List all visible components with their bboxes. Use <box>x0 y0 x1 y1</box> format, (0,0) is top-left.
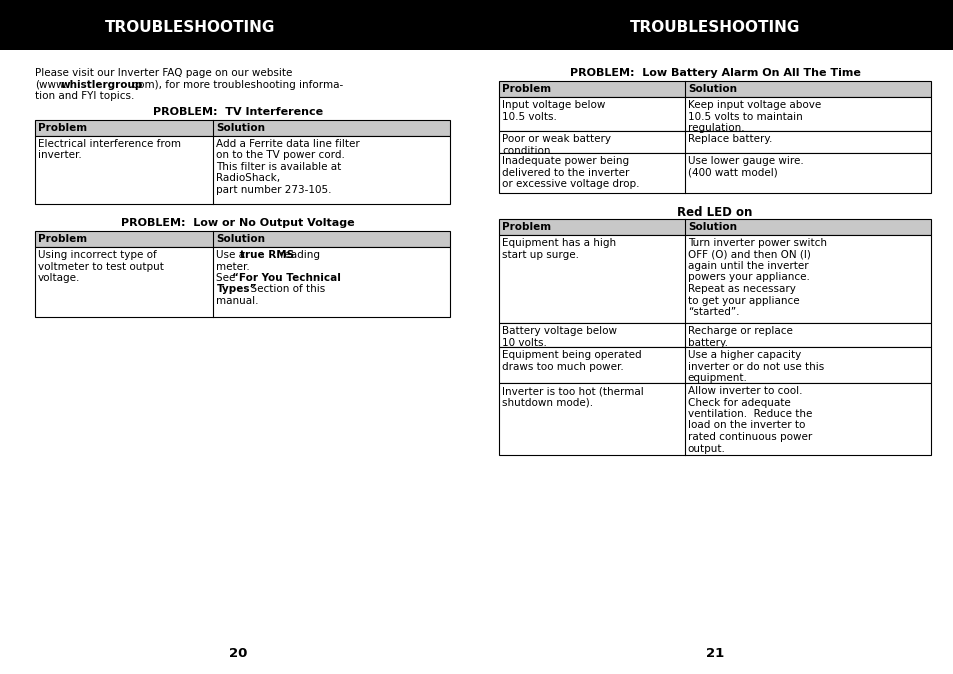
Text: 10 volts.: 10 volts. <box>501 338 546 348</box>
Text: Problem: Problem <box>38 234 87 244</box>
Text: whistlergroup: whistlergroup <box>61 80 143 90</box>
Text: TROUBLESHOOTING: TROUBLESHOOTING <box>629 20 800 35</box>
Text: Problem: Problem <box>501 84 551 94</box>
Bar <box>498 131 930 153</box>
Text: delivered to the inverter: delivered to the inverter <box>501 168 629 177</box>
Text: This filter is available at: This filter is available at <box>216 162 341 172</box>
Text: or excessive voltage drop.: or excessive voltage drop. <box>501 179 639 189</box>
Text: See: See <box>216 273 239 283</box>
Text: inverter.: inverter. <box>38 150 82 160</box>
Text: Inverter is too hot (thermal: Inverter is too hot (thermal <box>501 386 643 396</box>
Bar <box>35 247 450 317</box>
Text: Problem: Problem <box>501 222 551 232</box>
Text: PROBLEM:  TV Interference: PROBLEM: TV Interference <box>152 107 323 117</box>
Text: Poor or weak battery: Poor or weak battery <box>501 134 610 144</box>
Text: output.: output. <box>687 443 725 454</box>
Bar <box>498 97 930 131</box>
Text: inverter or do not use this: inverter or do not use this <box>687 361 823 371</box>
Text: Input voltage below: Input voltage below <box>501 100 605 110</box>
Bar <box>498 219 930 235</box>
Text: Use a higher capacity: Use a higher capacity <box>687 350 801 360</box>
Text: 21: 21 <box>705 647 723 660</box>
Text: “For You Technical: “For You Technical <box>232 273 340 283</box>
Text: TROUBLESHOOTING: TROUBLESHOOTING <box>105 20 274 35</box>
Text: Solution: Solution <box>216 123 265 133</box>
Text: Inadequate power being: Inadequate power being <box>501 156 628 166</box>
Text: condition.: condition. <box>501 146 554 156</box>
Text: voltage.: voltage. <box>38 273 80 283</box>
Text: Using incorrect type of: Using incorrect type of <box>38 250 156 260</box>
Text: Solution: Solution <box>687 222 736 232</box>
Text: again until the inverter: again until the inverter <box>687 261 807 271</box>
Text: Keep input voltage above: Keep input voltage above <box>687 100 821 110</box>
Text: load on the inverter to: load on the inverter to <box>687 421 804 431</box>
Text: Solution: Solution <box>216 234 265 244</box>
Text: Add a Ferrite data line filter: Add a Ferrite data line filter <box>216 139 360 149</box>
Text: PROBLEM:  Low or No Output Voltage: PROBLEM: Low or No Output Voltage <box>121 218 355 228</box>
Text: true RMS: true RMS <box>239 250 294 260</box>
Text: PROBLEM:  Low Battery Alarm On All The Time: PROBLEM: Low Battery Alarm On All The Ti… <box>569 68 860 78</box>
Text: 20: 20 <box>229 647 247 660</box>
Bar <box>498 383 930 455</box>
Text: Types”: Types” <box>216 284 256 295</box>
Text: Turn inverter power switch: Turn inverter power switch <box>687 238 826 248</box>
Text: Repeat as necessary: Repeat as necessary <box>687 284 795 294</box>
Text: tion and FYI topics.: tion and FYI topics. <box>35 91 134 101</box>
Bar <box>498 323 930 347</box>
Text: .com), for more troubleshooting informa-: .com), for more troubleshooting informa- <box>129 80 343 90</box>
Text: (www.: (www. <box>35 80 67 90</box>
Text: 10.5 volts to maintain: 10.5 volts to maintain <box>687 111 801 121</box>
Bar <box>498 235 930 323</box>
Bar <box>35 231 450 247</box>
Text: shutdown mode).: shutdown mode). <box>501 398 593 408</box>
Text: meter.: meter. <box>216 262 250 272</box>
Text: OFF (O) and then ON (I): OFF (O) and then ON (I) <box>687 249 810 259</box>
Text: battery.: battery. <box>687 338 727 348</box>
Text: (400 watt model): (400 watt model) <box>687 168 777 177</box>
Text: RadioShack,: RadioShack, <box>216 173 280 183</box>
Text: Problem: Problem <box>38 123 87 133</box>
Text: Section of this: Section of this <box>244 284 325 295</box>
Text: Solution: Solution <box>687 84 736 94</box>
Text: Check for adequate: Check for adequate <box>687 398 790 408</box>
Text: on to the TV power cord.: on to the TV power cord. <box>216 150 345 160</box>
Text: part number 273-105.: part number 273-105. <box>216 185 332 195</box>
Text: powers your appliance.: powers your appliance. <box>687 272 809 282</box>
Bar <box>498 153 930 193</box>
Text: reading: reading <box>276 250 319 260</box>
Text: Recharge or replace: Recharge or replace <box>687 326 792 336</box>
Text: Battery voltage below: Battery voltage below <box>501 326 617 336</box>
Text: rated continuous power: rated continuous power <box>687 432 811 442</box>
Bar <box>35 136 450 204</box>
Text: equipment.: equipment. <box>687 373 747 383</box>
Text: Equipment has a high: Equipment has a high <box>501 238 616 248</box>
Text: Please visit our Inverter FAQ page on our website: Please visit our Inverter FAQ page on ou… <box>35 68 292 78</box>
Bar <box>0 0 953 50</box>
Text: ventilation.  Reduce the: ventilation. Reduce the <box>687 409 811 419</box>
Text: draws too much power.: draws too much power. <box>501 361 623 371</box>
Text: Allow inverter to cool.: Allow inverter to cool. <box>687 386 801 396</box>
Bar <box>35 120 450 136</box>
Bar <box>498 347 930 383</box>
Bar <box>498 81 930 97</box>
Text: Use a: Use a <box>216 250 249 260</box>
Text: to get your appliance: to get your appliance <box>687 295 799 305</box>
Text: Equipment being operated: Equipment being operated <box>501 350 641 360</box>
Text: regulation.: regulation. <box>687 123 743 133</box>
Text: start up surge.: start up surge. <box>501 249 578 259</box>
Text: “started”.: “started”. <box>687 307 739 317</box>
Text: 10.5 volts.: 10.5 volts. <box>501 111 557 121</box>
Text: voltmeter to test output: voltmeter to test output <box>38 262 164 272</box>
Text: Electrical interference from: Electrical interference from <box>38 139 181 149</box>
Text: Replace battery.: Replace battery. <box>687 134 771 144</box>
Text: manual.: manual. <box>216 296 258 306</box>
Text: Red LED on: Red LED on <box>677 206 752 219</box>
Text: Use lower gauge wire.: Use lower gauge wire. <box>687 156 802 166</box>
